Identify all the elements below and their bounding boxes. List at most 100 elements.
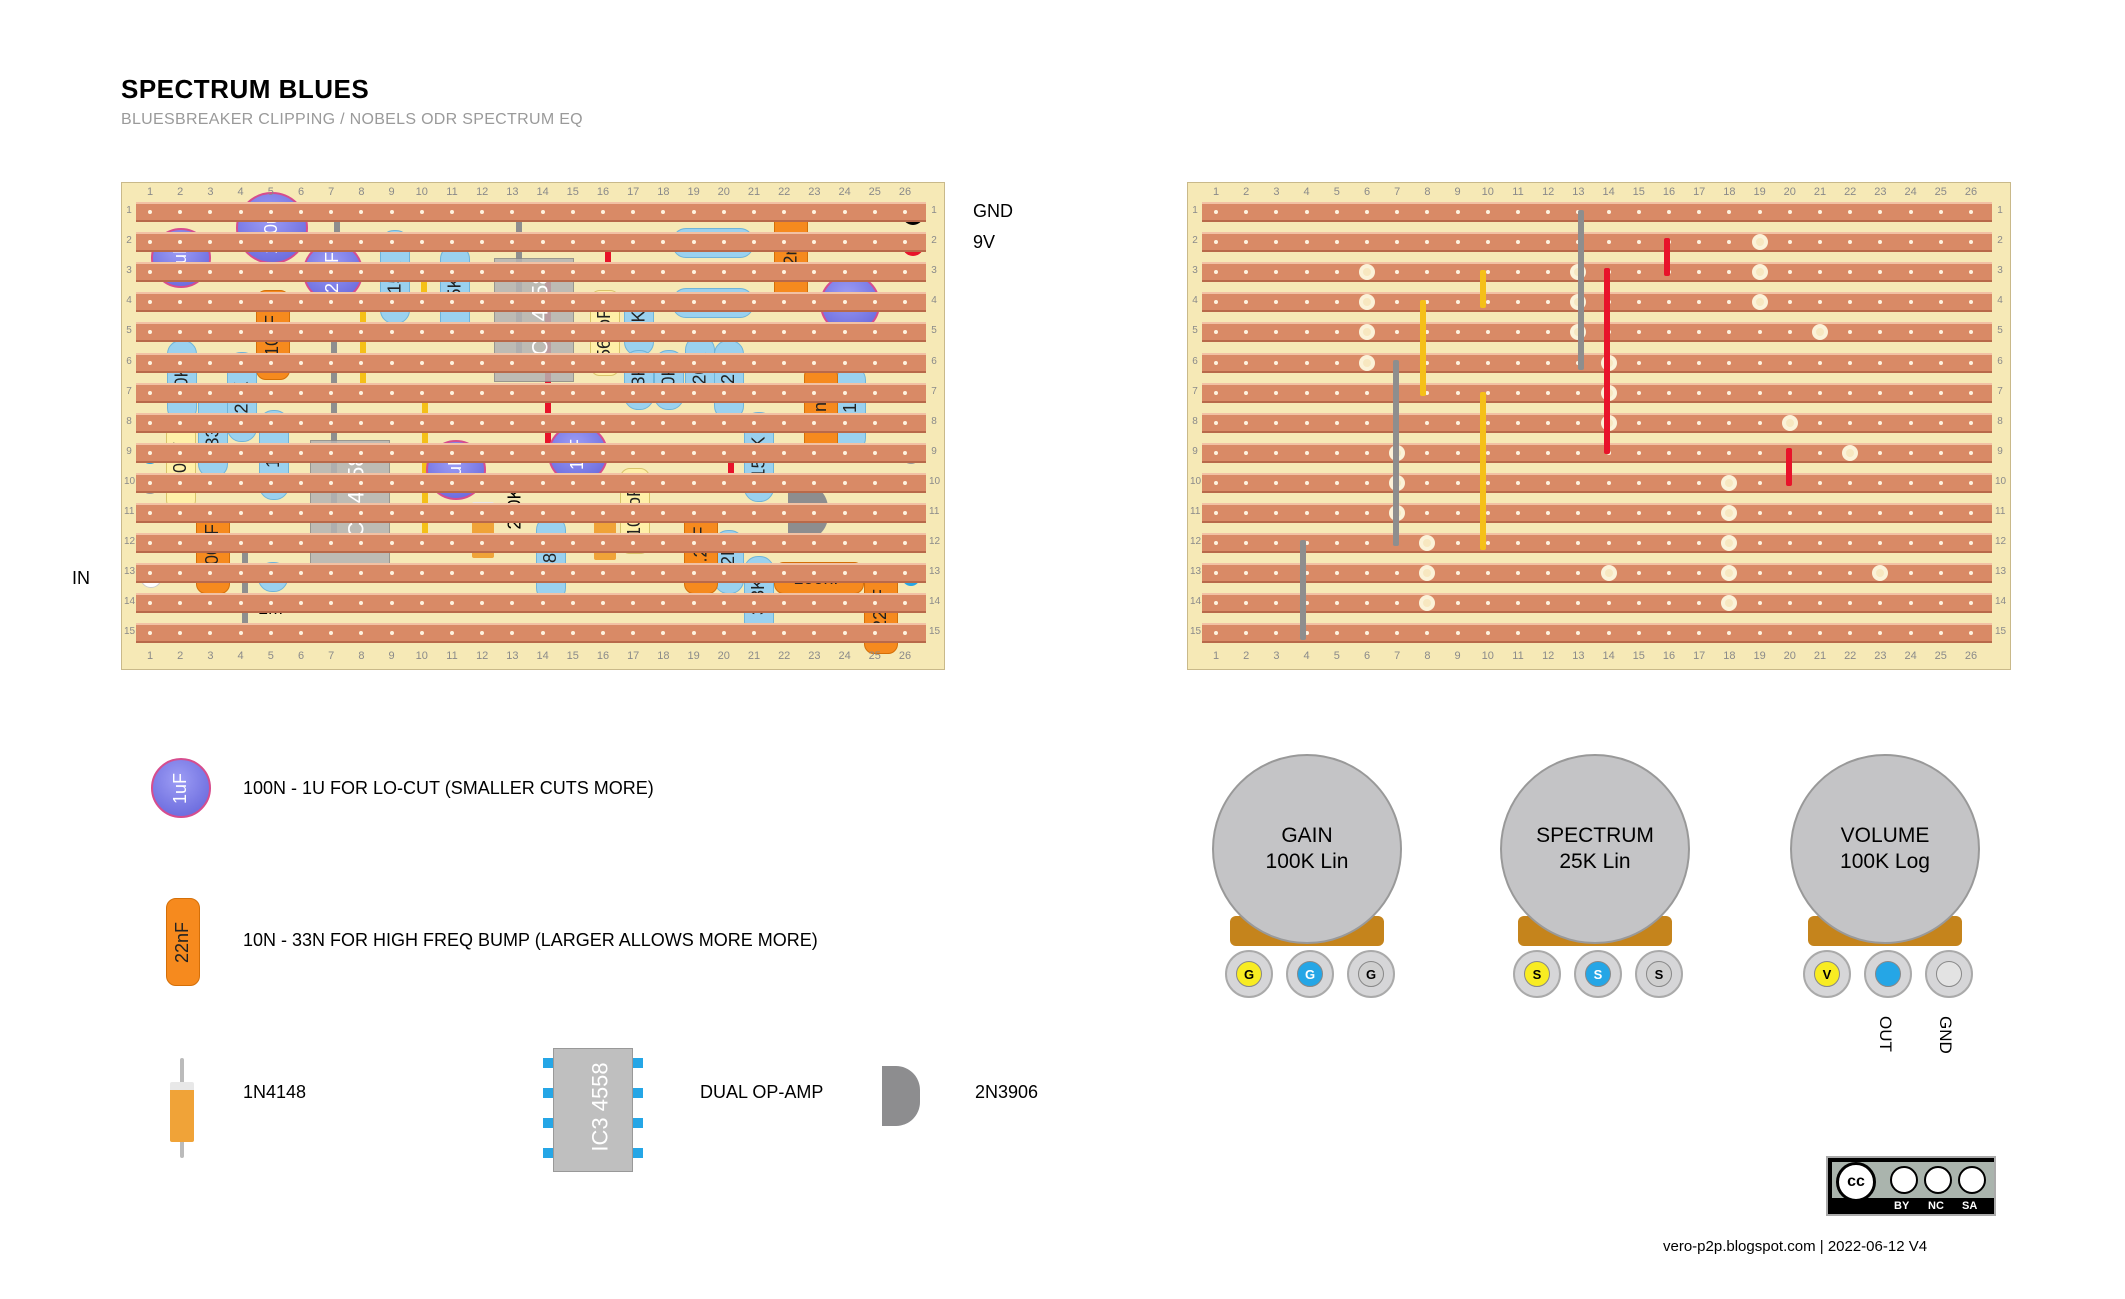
row-number: 1 [1997,205,2003,216]
copper-strip [1202,382,1992,403]
row-number: 15 [1995,626,2007,638]
board-hole [1455,450,1460,455]
column-number: 12 [476,186,489,198]
column-number: 11 [446,650,458,662]
board-hole [1878,511,1883,515]
board-hole [1938,240,1943,245]
board-hole [329,631,334,636]
board-hole [661,330,666,335]
board-hole [872,601,877,606]
column-number: 21 [1813,186,1827,198]
board-hole [419,210,424,214]
row-number: 8 [126,415,132,427]
board-hole [1636,300,1641,305]
board-hole [1576,541,1581,546]
board-hole [782,270,787,275]
copper-strip [136,382,926,403]
board-hole [721,390,726,395]
board-hole [782,541,787,546]
board-hole [1787,210,1792,214]
track-cut [1751,264,1768,281]
board-hole [752,360,756,365]
board-hole [872,240,877,245]
board-hole [419,360,424,365]
board-hole [540,330,545,335]
board-hole [359,511,364,515]
sa-icon [1958,1166,1986,1194]
board-hole [1365,390,1369,395]
board-hole [1365,631,1369,636]
board-hole [782,601,787,606]
track-cut [1781,414,1798,431]
column-number: 13 [1572,650,1585,662]
board-hole [1848,210,1853,214]
row-number: 5 [1997,325,2003,337]
row-number: 9 [931,445,937,457]
column-number: 4 [237,650,244,662]
board-hole [1395,300,1400,305]
ic1-label: IC1 4558 [343,454,369,544]
board-hole [721,511,726,515]
column-number: 2 [1243,650,1250,662]
board-hole [842,571,847,576]
board-hole [1757,601,1762,606]
board-hole [268,480,273,485]
pot-lug: G [1286,950,1334,998]
board-hole [480,541,485,546]
row-number: 2 [1192,235,1198,247]
board-hole [1697,511,1702,515]
lug-tag: G [1236,961,1262,987]
board-hole [359,330,364,335]
board-hole [872,420,877,425]
board-hole [570,270,575,275]
board-hole [1334,300,1339,305]
board-hole [1516,360,1520,365]
board-hole [480,571,485,576]
column-number: 1 [146,186,154,198]
row-number: 1 [126,205,132,216]
board-hole [1787,511,1792,515]
board-hole [812,360,817,365]
potentiometer[interactable]: VOLUME 100K Log [1790,754,1980,944]
board-hole [1818,631,1822,636]
board-hole [1636,571,1641,576]
board-hole [903,511,907,515]
pot-value: 100K Log [1840,850,1930,873]
board-hole [1757,631,1762,636]
potentiometer[interactable]: SPECTRUM 25K Lin [1500,754,1690,944]
column-number: 25 [1934,650,1947,662]
board-hole [1516,450,1520,455]
board-hole [1274,420,1279,425]
board-hole [1727,330,1732,335]
row-number: 12 [124,536,136,548]
board-hole [1455,330,1460,335]
board-hole [782,450,787,455]
copper-strip [1202,472,1992,493]
legend-ic-text: DUAL OP-AMP [700,1082,824,1102]
column-number: 9 [388,650,395,662]
board-hole [1606,210,1611,214]
board-hole [178,300,183,305]
board-hole [1576,571,1581,576]
board-hole [1606,541,1611,546]
board-hole [480,420,485,425]
board-hole [1636,601,1641,606]
column-number: 7 [1394,650,1401,662]
row-number: 4 [126,295,132,307]
column-number: 17 [1693,186,1706,198]
board-hole [510,360,515,365]
board-hole [389,571,394,576]
board-hole [148,300,152,305]
board-hole [299,420,303,425]
potentiometer[interactable]: GAIN 100K Lin [1212,754,1402,944]
board-hole [1938,210,1943,214]
board-hole [782,511,787,515]
board-hole [1818,601,1822,606]
board-hole [1697,631,1702,636]
board-hole [299,480,303,485]
board-hole [1606,631,1611,636]
board-hole [1485,240,1490,245]
lug-tag [1936,961,1962,987]
column-number: 5 [1333,650,1340,662]
board-hole [208,390,213,395]
